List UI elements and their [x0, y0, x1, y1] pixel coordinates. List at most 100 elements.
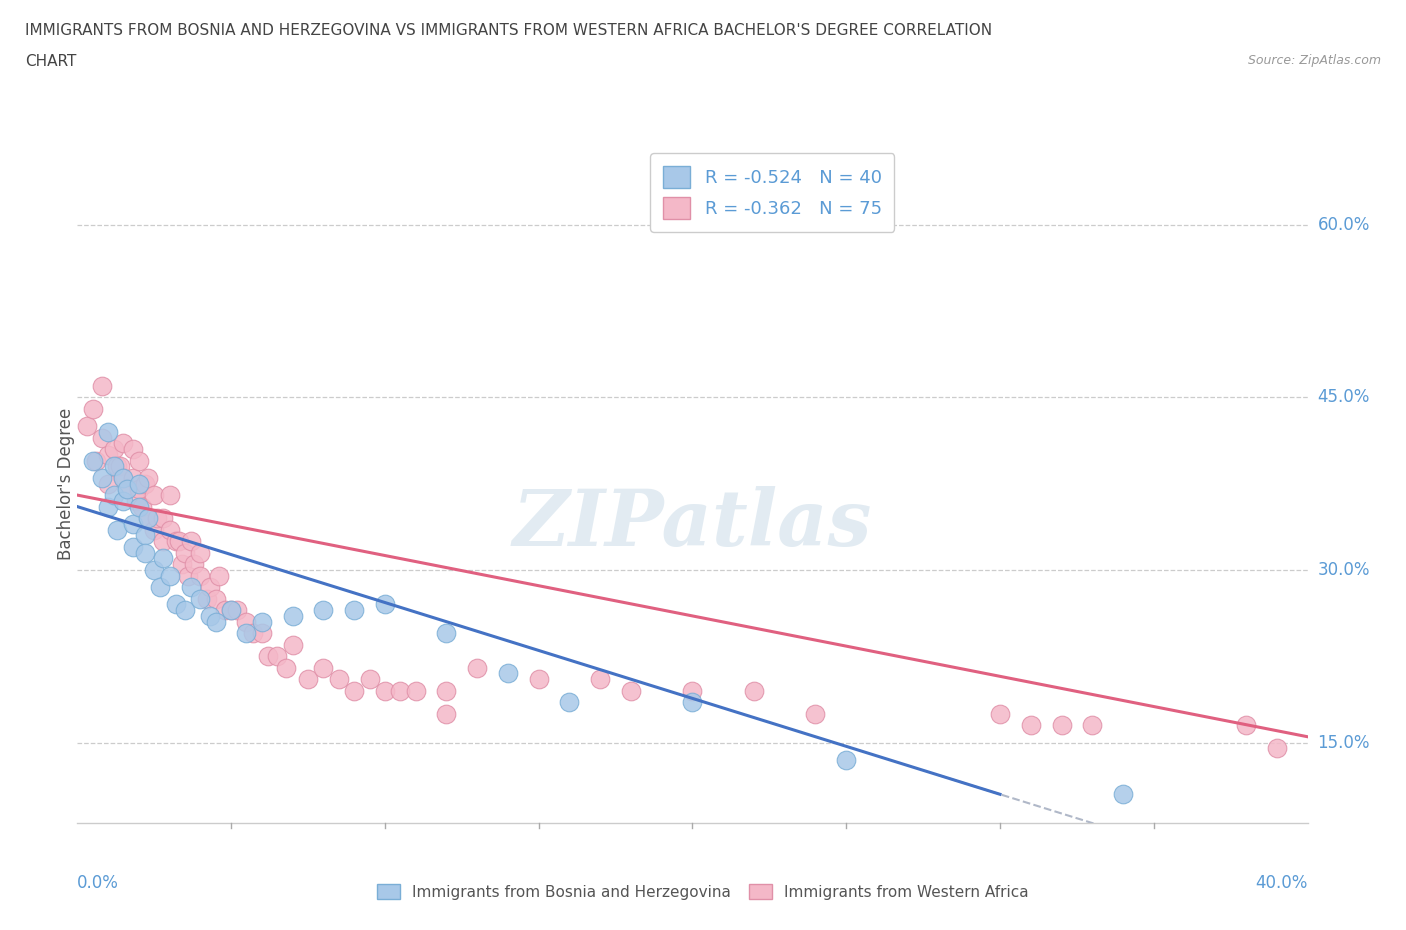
Point	[159, 568, 181, 583]
Point	[103, 458, 125, 473]
Point	[174, 603, 197, 618]
Point	[226, 603, 249, 618]
Point	[436, 626, 458, 641]
Point	[128, 482, 150, 497]
Point	[136, 471, 159, 485]
Point	[121, 471, 143, 485]
Point	[343, 684, 366, 698]
Point	[198, 608, 221, 623]
Point	[558, 695, 581, 710]
Text: Source: ZipAtlas.com: Source: ZipAtlas.com	[1247, 54, 1381, 67]
Point	[328, 671, 350, 686]
Point	[281, 608, 304, 623]
Point	[297, 671, 319, 686]
Point	[152, 534, 174, 549]
Point	[343, 603, 366, 618]
Point	[198, 579, 221, 594]
Point	[115, 482, 138, 497]
Legend: R = -0.524   N = 40, R = -0.362   N = 75: R = -0.524 N = 40, R = -0.362 N = 75	[651, 153, 894, 232]
Point	[152, 511, 174, 525]
Point	[208, 568, 231, 583]
Point	[165, 534, 187, 549]
Point	[804, 706, 827, 721]
Point	[188, 591, 212, 606]
Point	[128, 499, 150, 514]
Point	[128, 453, 150, 468]
Point	[219, 603, 242, 618]
Point	[235, 614, 257, 629]
Point	[131, 499, 153, 514]
Text: ZIPatlas: ZIPatlas	[513, 486, 872, 563]
Point	[112, 494, 135, 509]
Point	[134, 528, 156, 543]
Point	[159, 487, 181, 502]
Point	[276, 660, 298, 675]
Point	[82, 453, 104, 468]
Point	[266, 649, 288, 664]
Point	[110, 458, 132, 473]
Point	[76, 418, 98, 433]
Point	[174, 545, 197, 560]
Text: 0.0%: 0.0%	[77, 874, 120, 892]
Point	[143, 522, 166, 537]
Point	[121, 516, 143, 531]
Point	[359, 671, 381, 686]
Point	[682, 684, 704, 698]
Point	[436, 706, 458, 721]
Point	[405, 684, 427, 698]
Point	[121, 442, 143, 457]
Point	[188, 545, 212, 560]
Point	[125, 494, 148, 509]
Point	[589, 671, 612, 686]
Point	[312, 660, 335, 675]
Point	[1050, 718, 1073, 733]
Point	[1019, 718, 1042, 733]
Point	[436, 684, 458, 698]
Point	[1234, 718, 1257, 733]
Point	[90, 431, 114, 445]
Point	[112, 471, 135, 485]
Point	[620, 684, 643, 698]
Point	[134, 545, 156, 560]
Point	[988, 706, 1011, 721]
Point	[134, 476, 156, 491]
Point	[257, 649, 280, 664]
Point	[103, 442, 125, 457]
Point	[214, 603, 236, 618]
Point	[188, 568, 212, 583]
Point	[465, 660, 488, 675]
Point	[105, 458, 128, 473]
Point	[165, 597, 187, 612]
Text: 60.0%: 60.0%	[1317, 216, 1369, 233]
Point	[527, 671, 550, 686]
Point	[1112, 787, 1135, 802]
Point	[281, 637, 304, 652]
Point	[204, 591, 226, 606]
Point	[250, 626, 273, 641]
Point	[250, 614, 273, 629]
Point	[312, 603, 335, 618]
Point	[177, 568, 200, 583]
Point	[121, 539, 143, 554]
Point	[183, 557, 205, 572]
Point	[682, 695, 704, 710]
Point	[97, 499, 120, 514]
Point	[149, 579, 172, 594]
Point	[90, 471, 114, 485]
Point	[103, 487, 125, 502]
Point	[374, 684, 396, 698]
Point	[112, 436, 135, 451]
Point	[159, 522, 181, 537]
Point	[1081, 718, 1104, 733]
Point	[742, 684, 765, 698]
Point	[152, 551, 174, 565]
Point	[1265, 741, 1288, 756]
Point	[242, 626, 264, 641]
Point	[374, 597, 396, 612]
Point	[170, 557, 193, 572]
Point	[496, 666, 519, 681]
Point	[143, 563, 166, 578]
Legend: Immigrants from Bosnia and Herzegovina, Immigrants from Western Africa: Immigrants from Bosnia and Herzegovina, …	[371, 877, 1035, 906]
Point	[167, 534, 190, 549]
Text: 30.0%: 30.0%	[1317, 561, 1369, 578]
